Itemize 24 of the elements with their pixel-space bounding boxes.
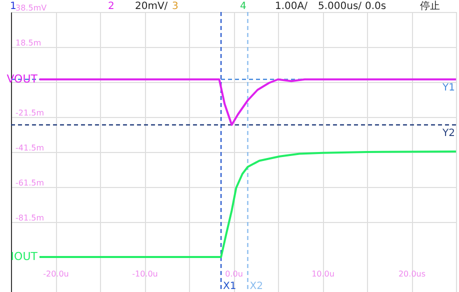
- y-tick-label: -21.5m: [16, 108, 44, 118]
- x-tick-label: -10.0u: [132, 270, 158, 278]
- y-tick-label: -61.5m: [16, 178, 44, 188]
- text: 20mV/: [135, 1, 168, 12]
- ref-line-label: X2: [250, 281, 263, 292]
- text: 4: [240, 1, 246, 12]
- y-tick-label: 38.5mV: [16, 4, 48, 12]
- text: 停止: [420, 0, 440, 12]
- text: 3: [172, 1, 178, 12]
- y-tick-label: -41.5m: [16, 144, 44, 152]
- ref-line-label: Y2: [442, 128, 455, 139]
- text: 0.0s: [365, 1, 386, 12]
- text: 5.000us/: [318, 1, 362, 12]
- x-tick-label: 20.0us: [398, 270, 426, 278]
- text: 1.00A/: [275, 1, 308, 12]
- text: 1: [10, 1, 16, 12]
- x-tick-label: -20.0u: [43, 270, 69, 278]
- ref-line-label: Y1: [442, 82, 455, 94]
- x-tick-label: 0.0u: [225, 270, 243, 278]
- text: 2: [108, 1, 114, 12]
- x-tick-label: 10.0u: [312, 270, 334, 278]
- y-tick-label: 18.5m: [16, 38, 42, 48]
- ref-line-label: X1: [223, 281, 236, 292]
- y-tick-label: -81.5m: [16, 214, 44, 222]
